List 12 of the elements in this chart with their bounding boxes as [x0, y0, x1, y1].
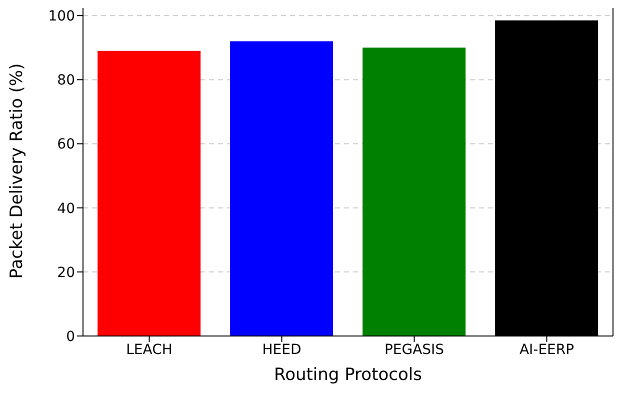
y-tick-label: 60: [57, 136, 75, 153]
y-tick-label: 0: [66, 328, 75, 345]
x-tick-label: LEACH: [126, 342, 172, 358]
x-tick-label: AI-EERP: [519, 342, 574, 358]
y-axis-title: Packet Delivery Ratio (%): [7, 63, 28, 279]
y-tick-label: 40: [57, 200, 75, 217]
x-tick-label: PEGASIS: [384, 342, 444, 358]
x-axis-title: Routing Protocols: [274, 365, 422, 385]
x-tick-label: HEED: [262, 342, 302, 358]
y-tick-label: 80: [57, 72, 75, 89]
y-tick-label: 100: [48, 8, 75, 25]
y-tick-label: 20: [57, 264, 75, 281]
